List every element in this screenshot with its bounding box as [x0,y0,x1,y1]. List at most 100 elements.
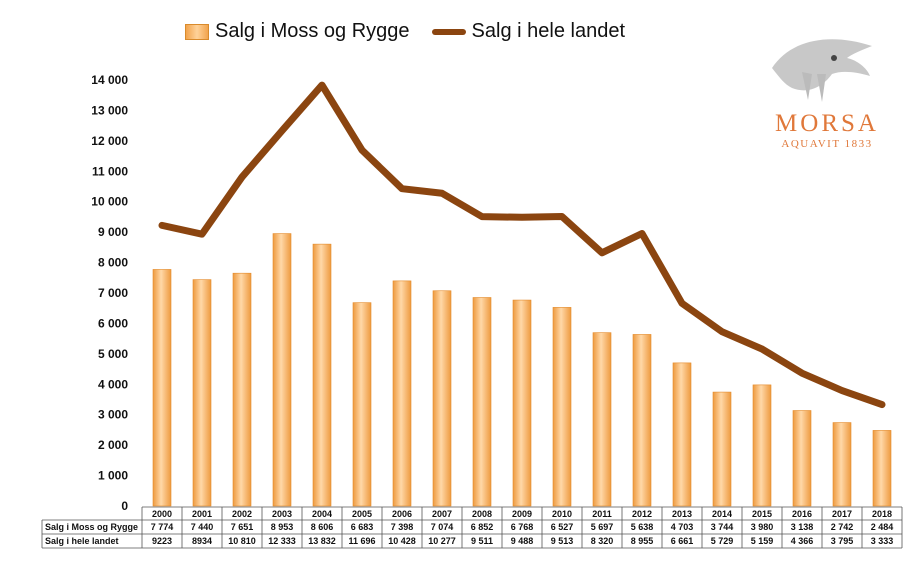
data-label: 2 742 [831,522,854,532]
data-label: 8 606 [311,522,334,532]
bar [832,422,852,507]
data-label: 12 333 [268,536,296,546]
bar [152,269,172,507]
legend-bar-swatch [185,23,209,40]
y-tick-label: 10 000 [91,195,128,209]
data-label: 4 366 [791,536,814,546]
data-label: 5 729 [711,536,734,546]
x-tick-label: 2018 [872,509,892,519]
y-tick-label: 4 000 [98,377,128,391]
legend-line-swatch [431,28,466,35]
data-label: 8 955 [631,536,654,546]
x-tick-label: 2000 [152,509,172,519]
data-label: 9223 [152,536,172,546]
legend-line-label: Salg i hele landet [471,20,625,42]
data-label: 2 484 [871,522,894,532]
data-label: 8934 [192,536,212,546]
y-tick-label: 3 000 [98,408,128,422]
x-tick-label: 2015 [752,509,772,519]
bar [432,290,452,507]
y-tick-label: 13 000 [91,103,128,117]
x-tick-label: 2016 [792,509,812,519]
morsa-logo: MORSA AQUAVIT 1833 [762,28,892,158]
x-tick-label: 2012 [632,509,652,519]
x-tick-label: 2003 [272,509,292,519]
table-row-label: Salg i hele landet [45,536,119,546]
data-label: 10 428 [388,536,416,546]
bar [312,243,332,507]
data-label: 7 440 [191,522,214,532]
line-series [158,81,886,409]
data-label: 7 651 [231,522,254,532]
bar [272,233,292,507]
y-tick-label: 2 000 [98,438,128,452]
bar [352,302,372,507]
data-table: 2000 7 774 9223 2001 7 440 8934 2002 7 651 10 81… [41,506,903,549]
data-label: 9 511 [471,536,493,546]
data-label: 3 333 [871,536,894,546]
bar [232,272,252,507]
bar [472,297,492,507]
data-label: 5 159 [751,536,774,546]
data-label: 7 074 [431,522,454,532]
bar [592,332,612,507]
y-tick-label: 11 000 [92,164,128,178]
data-label: 5 638 [631,522,654,532]
data-label: 11 696 [348,536,375,546]
y-tick-label: 5 000 [98,347,128,361]
bar-series [152,233,892,507]
x-tick-label: 2009 [512,509,532,519]
logo-word: MORSA [775,110,879,137]
bar [512,299,532,507]
legend-item-bar[interactable]: Salg i Moss og Rygge [185,20,410,43]
data-label: 3 744 [711,522,734,532]
logo-subtitle: AQUAVIT 1833 [781,138,873,150]
data-label: 6 661 [671,536,694,546]
table-row-label: Salg i Moss og Rygge [45,522,138,532]
data-label: 3 138 [791,522,814,532]
y-tick-label: 7 000 [98,286,128,300]
bar [752,384,772,507]
data-label: 6 527 [551,522,574,532]
bar [192,279,212,507]
x-tick-label: 2004 [312,509,332,519]
data-label: 7 398 [391,522,414,532]
x-tick-label: 2010 [552,509,572,519]
legend-bar-label: Salg i Moss og Rygge [215,20,410,42]
x-tick-label: 2008 [472,509,492,519]
x-tick-label: 2002 [232,509,252,519]
x-tick-label: 2001 [192,509,212,519]
data-label: 3 980 [751,522,774,532]
legend: Salg i Moss og Rygge Salg i hele landet [185,20,647,43]
data-label: 7 774 [151,522,174,532]
x-tick-label: 2017 [832,509,852,519]
data-label: 4 703 [671,522,694,532]
legend-item-line[interactable]: Salg i hele landet [431,20,625,43]
bar [872,430,892,507]
data-label: 10 277 [428,536,456,546]
y-tick-label: 12 000 [91,134,128,148]
line-series-path [158,81,886,409]
x-tick-label: 2005 [352,509,372,519]
bar [552,307,572,507]
x-tick-label: 2011 [592,509,612,519]
data-label: 8 953 [271,522,294,532]
bar [672,362,692,507]
bar [792,410,812,507]
data-label: 13 832 [308,536,336,546]
data-label: 9 488 [511,536,534,546]
data-label: 6 683 [351,522,374,532]
y-tick-label: 6 000 [98,316,128,330]
data-label: 8 320 [591,536,614,546]
y-axis: 0 1 000 2 000 3 000 4 000 5 000 6 000 7 000 8 00… [91,73,128,513]
data-label: 10 810 [228,536,256,546]
y-tick-label: 1 000 [98,469,128,483]
x-tick-label: 2013 [672,509,692,519]
y-tick-label: 9 000 [98,225,128,239]
x-tick-label: 2014 [712,509,732,519]
data-label: 6 852 [471,522,494,532]
y-tick-label: 0 [121,499,128,513]
walrus-head-icon [772,39,872,102]
data-label: 6 768 [511,522,534,532]
